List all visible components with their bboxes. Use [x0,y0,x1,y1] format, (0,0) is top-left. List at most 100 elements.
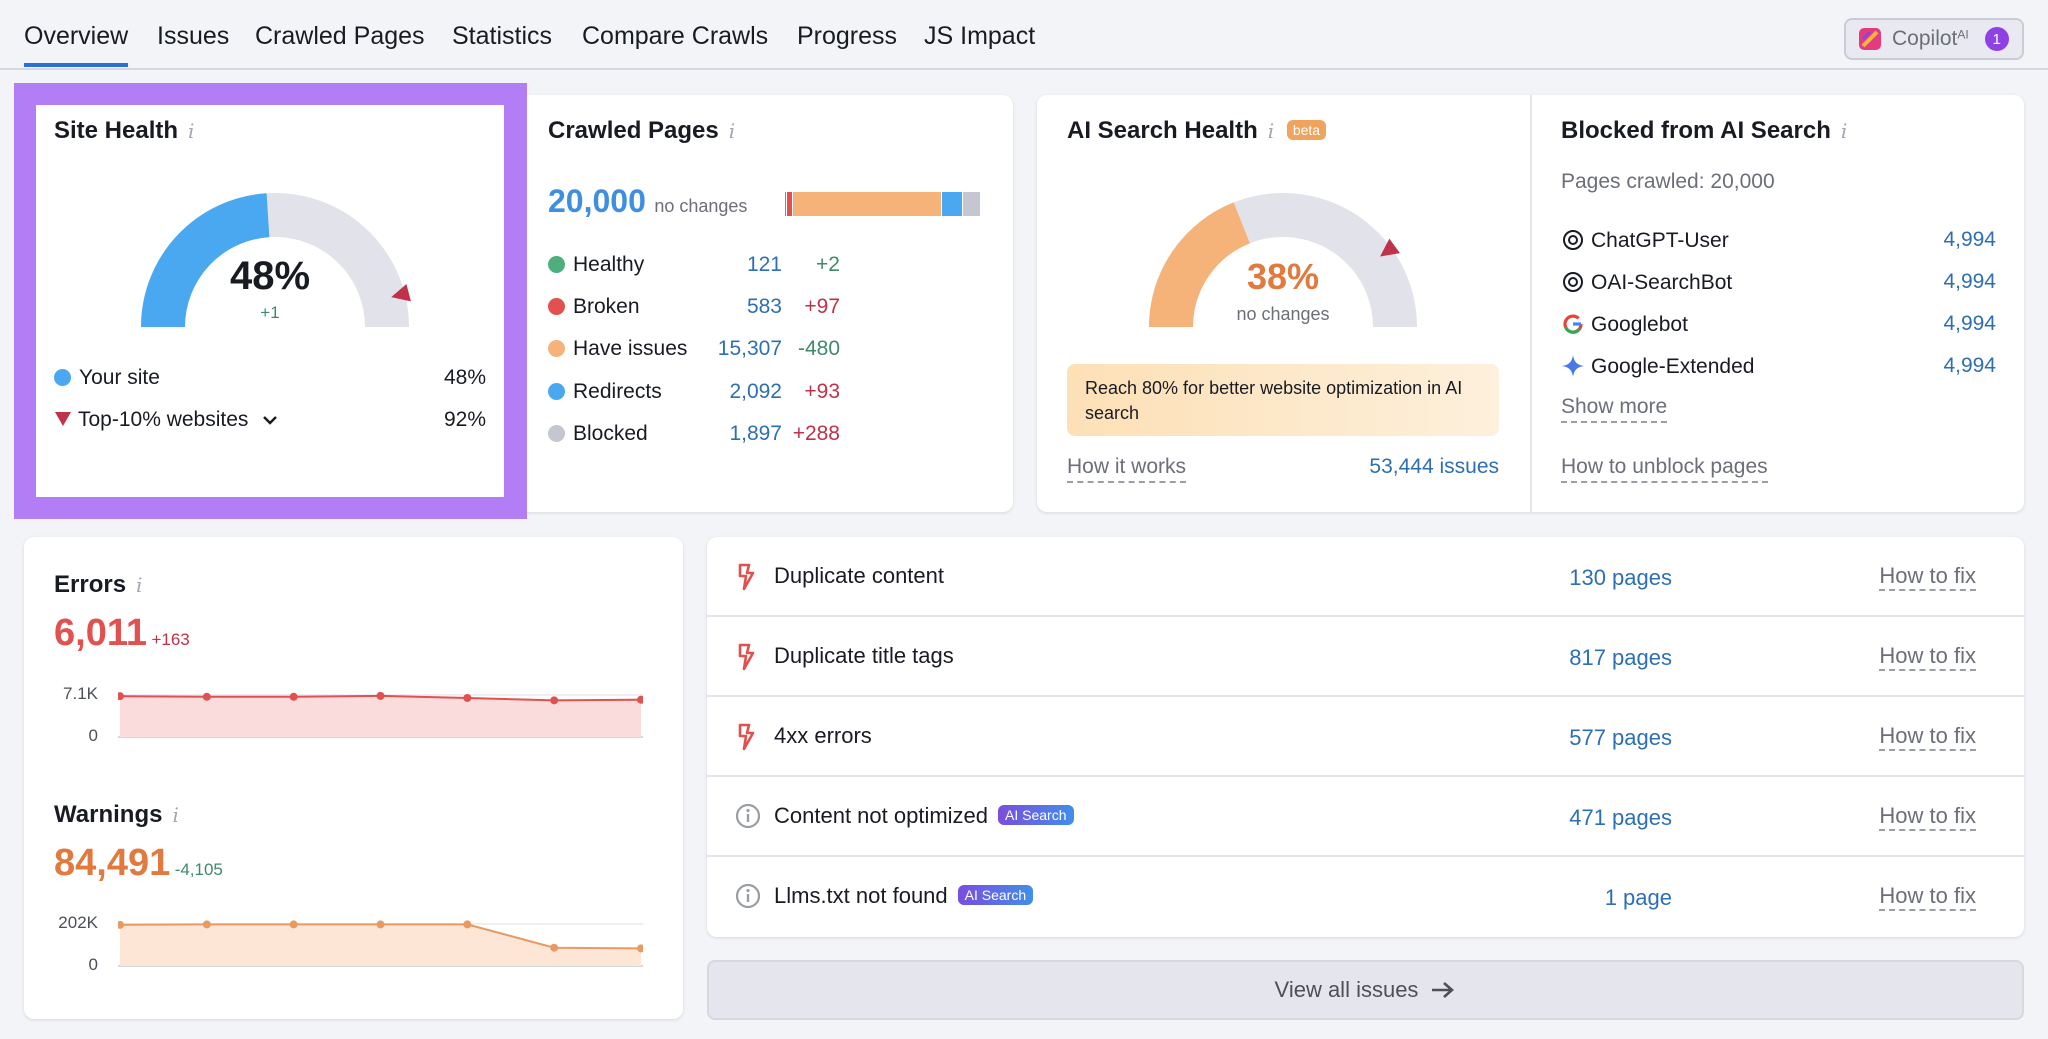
info-icon[interactable]: i [188,119,195,143]
issue-pages-link[interactable]: 471 pages [1569,805,1672,830]
triangle-down-icon [55,412,71,426]
info-icon[interactable]: i [136,573,143,597]
tab-compare-crawls[interactable]: Compare Crawls [582,22,769,50]
bot-row: Google-Extended 4,994 [1561,354,1996,379]
site-health-delta: +1 [260,303,280,322]
ai-issues-link[interactable]: 53,444 issues [1369,455,1499,478]
beta-badge: beta [1286,120,1327,140]
sparkline-point[interactable] [637,944,643,953]
sparkline-point[interactable] [118,692,124,701]
crawled-total[interactable]: 20,000 [548,183,646,219]
issue-name[interactable]: Llms.txt not found [774,883,948,908]
status-dot [548,383,565,400]
crawled-row[interactable]: Redirects 2,092 +93 [548,380,840,404]
row-value[interactable]: 583 [746,295,782,318]
copilot-count-badge: 1 [1984,27,2009,51]
show-more-link[interactable]: Show more [1561,395,1668,423]
chevron-down-icon[interactable] [262,414,278,426]
issue-row[interactable]: 4xx errors 577 pages How to fix [707,697,2024,777]
issue-pages-link[interactable]: 130 pages [1569,565,1672,590]
sparkline-point[interactable] [463,693,472,702]
crawled-row[interactable]: Broken 583 +97 [548,295,840,319]
errors-y-top: 7.1K [63,684,98,703]
issue-row[interactable]: Llms.txt not found AI Search 1 page How t… [707,857,2024,937]
bot-value[interactable]: 4,994 [1943,270,1996,293]
sparkline-point[interactable] [118,920,124,929]
bot-value[interactable]: 4,994 [1943,354,1996,377]
your-site-dot [54,369,71,386]
crawled-row[interactable]: Healthy 121 +2 [548,253,840,277]
bot-row: OAI-SearchBot 4,994 [1561,270,1996,295]
info-icon[interactable]: i [1840,119,1848,143]
row-value[interactable]: 15,307 [717,337,782,360]
status-dot [548,256,565,273]
bot-value[interactable]: 4,994 [1943,312,1996,335]
issue-row[interactable]: Duplicate title tags 817 pages How to fi… [707,617,2024,697]
crawled-pages-title: Crawled Pages [548,117,719,144]
sparkline-point[interactable] [637,695,643,704]
how-to-fix-link[interactable]: How to fix [1879,883,1976,911]
tab-overview[interactable]: Overview [24,22,129,67]
gemini-icon [1562,355,1584,377]
sparkline-point[interactable] [289,920,298,929]
view-all-issues-button[interactable]: View all issues [707,960,2024,1020]
sparkline-point[interactable] [550,943,559,952]
openai-icon [1563,230,1583,250]
row-label: Blocked [573,422,648,445]
sparkline-point[interactable] [289,692,298,701]
crawled-row[interactable]: Have issues 15,307 -480 [548,337,840,361]
ai-search-value: 38% [1246,256,1320,297]
sparkline-point[interactable] [463,920,472,929]
row-value[interactable]: 1,897 [729,422,782,445]
sparkline-point[interactable] [376,920,385,929]
errors-value[interactable]: 6,011 [54,612,147,654]
tab-js-impact[interactable]: JS Impact [924,22,1036,50]
issue-row[interactable]: Duplicate content 130 pages How to fix [707,537,2024,617]
issue-pages-link[interactable]: 577 pages [1569,725,1672,750]
tab-crawled-pages[interactable]: Crawled Pages [255,22,425,50]
issue-name[interactable]: Duplicate title tags [774,643,954,668]
site-health-card [36,105,504,497]
crawled-row[interactable]: Blocked 1,897 +288 [548,422,840,446]
legend-top10[interactable]: Top-10% websites 92% [54,408,486,432]
tab-statistics[interactable]: Statistics [452,22,553,50]
copilot-button[interactable]: CopilotAI 1 [1844,18,2024,60]
how-to-fix-link[interactable]: How to fix [1879,563,1976,591]
bot-value[interactable]: 4,994 [1943,228,1996,251]
sparkline-point[interactable] [202,692,211,701]
sparkline-point[interactable] [550,696,559,705]
warnings-value[interactable]: 84,491 [54,842,171,884]
issue-row[interactable]: Content not optimized AI Search 471 pages… [707,777,2024,857]
issue-name[interactable]: Content not optimized [774,803,989,828]
sparkline-point[interactable] [376,691,385,700]
row-value[interactable]: 121 [746,253,782,276]
card-divider [1530,95,1532,512]
status-dot [548,298,565,315]
copilot-ai-sup: AI [1957,27,1969,42]
legend-value: 48% [443,366,486,389]
issue-name[interactable]: Duplicate content [774,563,944,588]
issue-pages-link[interactable]: 817 pages [1569,645,1672,670]
issue-name[interactable]: 4xx errors [774,723,872,748]
info-icon[interactable]: i [1267,119,1275,143]
how-to-fix-link[interactable]: How to fix [1879,803,1976,831]
how-it-works-link[interactable]: How it works [1067,455,1187,483]
how-to-fix-link[interactable]: How to fix [1879,643,1976,671]
how-to-fix-link[interactable]: How to fix [1879,723,1976,751]
openai-icon [1563,272,1583,292]
info-icon[interactable]: i [172,803,179,827]
error-bolt-icon [738,723,755,751]
legend-label: Your site [79,366,160,389]
row-delta: +2 [816,253,840,276]
site-health-gauge [141,193,411,328]
sparkline-point[interactable] [202,920,211,929]
tab-issues[interactable]: Issues [157,22,230,50]
status-dot [548,425,565,442]
row-delta: +97 [804,295,840,318]
tab-progress[interactable]: Progress [797,22,898,50]
row-value[interactable]: 2,092 [729,380,782,403]
unblock-pages-link[interactable]: How to unblock pages [1561,455,1768,483]
info-icon[interactable]: i [728,119,736,143]
ai-search-tag: AI Search [957,885,1034,905]
issue-pages-link[interactable]: 1 page [1604,885,1672,910]
